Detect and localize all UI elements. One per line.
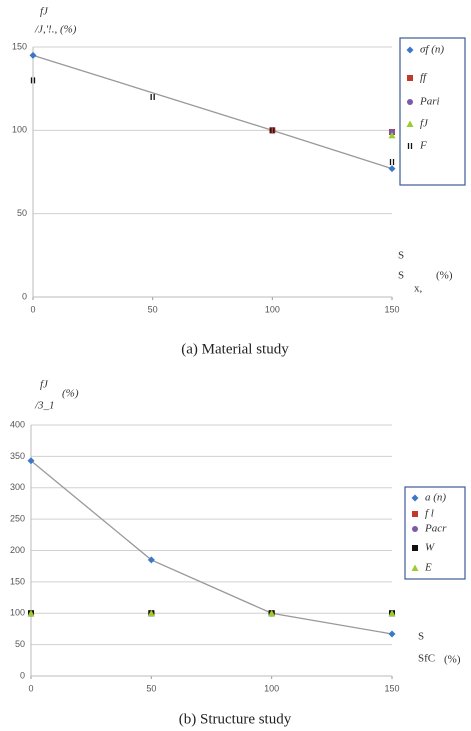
legend-label: Pari [419,96,440,108]
x-axis-label: x, [414,283,423,295]
x-axis-label: S [398,250,404,262]
point [29,51,37,59]
trend-line [32,54,393,170]
y-tick-label: 100 [10,608,25,618]
point [412,526,418,532]
legend-label: E [424,562,432,574]
point [388,131,396,139]
y-tick-label: 200 [10,545,25,555]
x-axis-label: SfC [418,653,435,665]
point [412,511,418,517]
legend-label: F [419,140,427,152]
point [388,609,396,617]
x-tick-label: 100 [265,304,280,314]
legend-box [404,486,466,580]
caption: (b) Structure study [179,711,292,727]
y-tick-label: 100 [12,125,27,135]
y-tick-label: 50 [15,639,25,649]
x-axis-label: S [398,270,404,282]
point [411,564,419,571]
legend-box [399,37,466,186]
x-axis-label: S [418,631,424,643]
y-axis-label: /J,'!., (%) [34,24,77,36]
legend-label: Pacr [424,523,447,535]
point [407,75,413,81]
point [27,609,35,617]
y-axis-label: fJ [40,6,49,18]
point [147,556,155,564]
y-tick-label: 50 [17,208,27,218]
x-tick-label: 100 [264,683,279,693]
x-axis-label: (%) [444,654,461,666]
y-axis-label: /3_1 [34,400,55,412]
y-tick-label: 400 [10,419,25,429]
y-tick-label: 150 [10,576,25,586]
x-tick-label: 150 [384,683,399,693]
point [388,630,396,638]
y-tick-label: 350 [10,451,25,461]
x-axis-label: (%) [436,270,453,282]
y-axis-label: (%) [62,388,79,400]
trend-line [30,460,393,635]
x-tick-label: 50 [146,683,156,693]
point [150,94,155,100]
legend-label: fJ [420,118,429,130]
point [412,545,418,551]
legend-label: a (n) [425,492,446,504]
legend-label: f l [425,508,434,520]
legend-label: ff [420,72,428,84]
x-tick-label: 50 [148,304,158,314]
point [411,494,419,502]
y-tick-label: 300 [10,482,25,492]
y-tick-label: 0 [22,291,27,301]
x-tick-label: 0 [30,304,35,314]
legend-label: σf (n) [420,44,444,56]
y-tick-label: 0 [20,670,25,680]
x-tick-label: 150 [384,304,399,314]
point [268,609,276,617]
point [269,127,276,134]
x-tick-label: 0 [28,683,33,693]
caption: (a) Material study [181,341,289,357]
point [406,120,414,127]
y-axis-label: fJ [40,379,49,391]
point [27,457,35,465]
legend-label: W [425,542,435,554]
point [406,46,414,54]
y-tick-label: 150 [12,41,27,51]
point [389,159,395,165]
point [30,77,36,84]
point [407,143,413,149]
point [270,127,275,134]
y-tick-label: 250 [10,514,25,524]
point [407,99,413,105]
point [147,609,155,617]
point [388,165,396,173]
